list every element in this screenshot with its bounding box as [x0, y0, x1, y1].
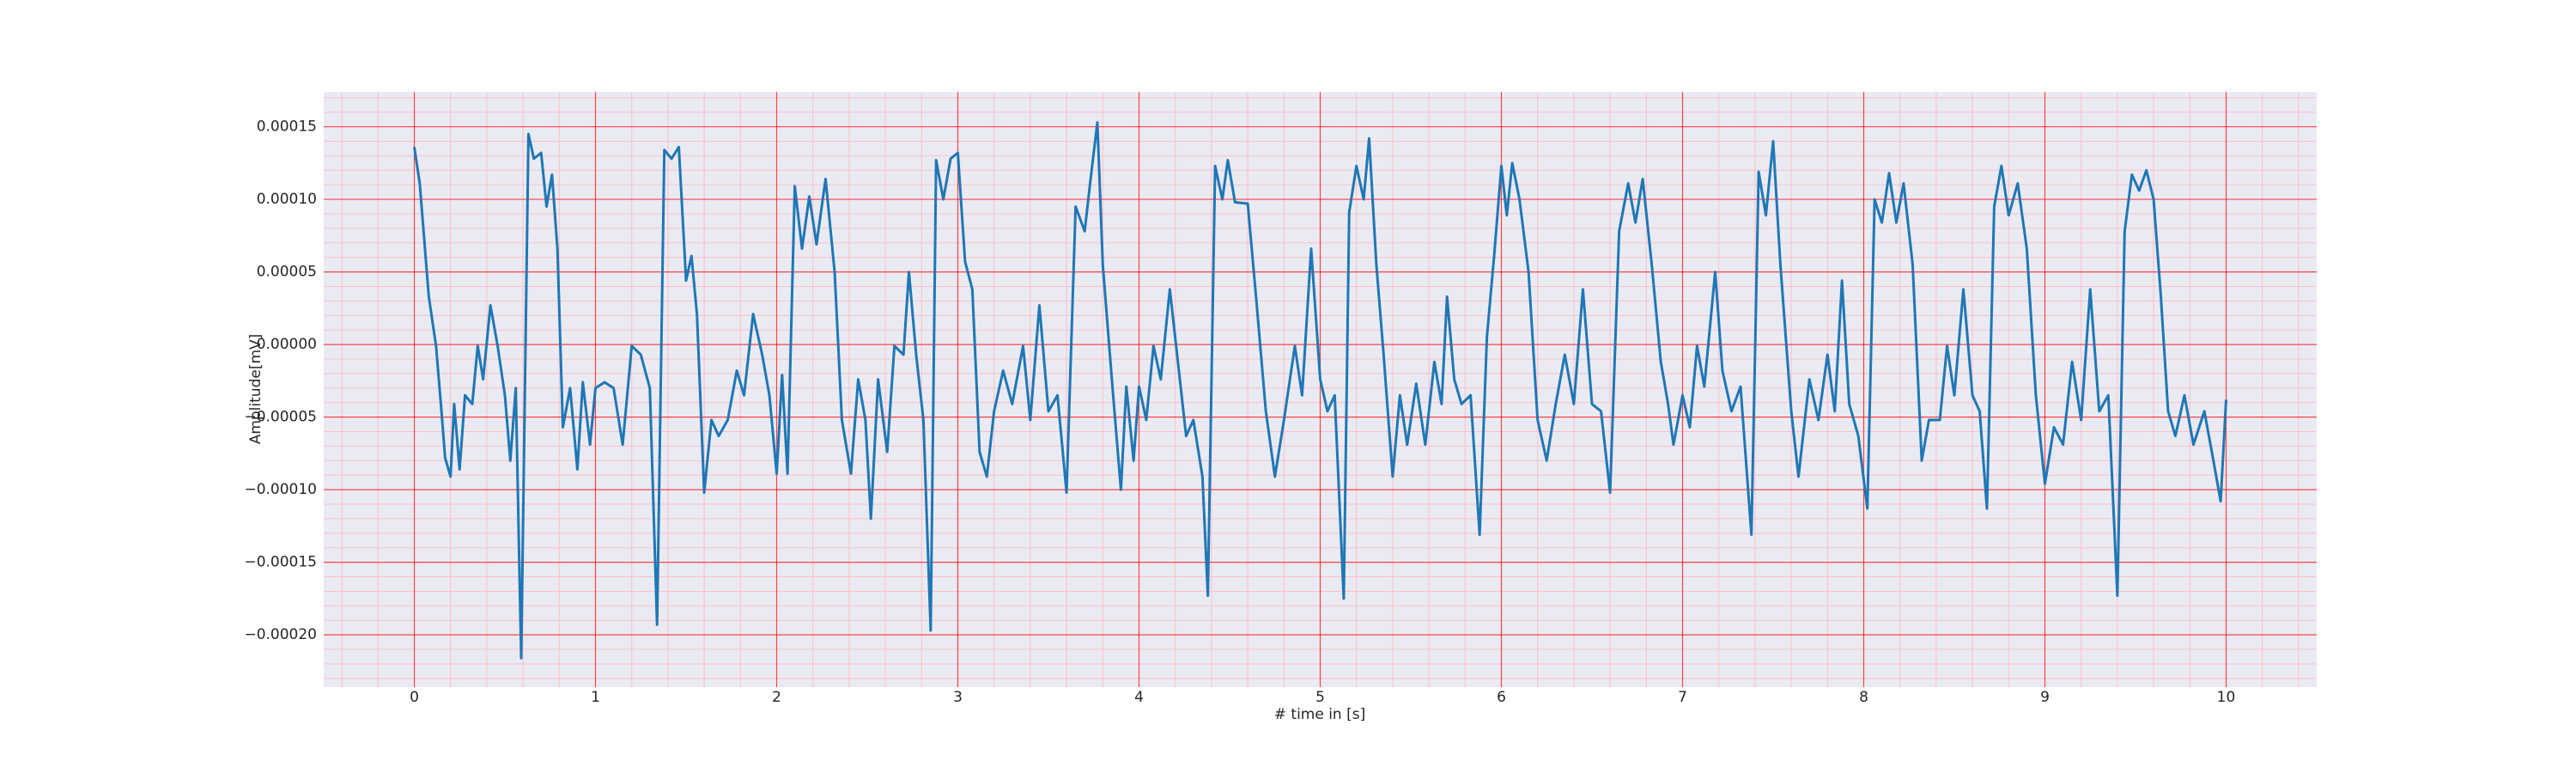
- x-tick-label: 7: [1678, 689, 1687, 706]
- y-axis-label: Amplitude[mV]: [247, 334, 264, 445]
- major-grid: [324, 92, 2317, 687]
- x-axis-label: # time in [s]: [1274, 706, 1365, 723]
- y-tick-label: −0.00015: [244, 554, 317, 571]
- data-lines: [413, 121, 2227, 660]
- y-tick-label: 0.00000: [257, 336, 317, 353]
- x-tick-label: 2: [772, 689, 781, 706]
- x-tick-label: 9: [2040, 689, 2050, 706]
- y-tick-label: −0.00010: [244, 481, 317, 498]
- y-tick-label: −0.00020: [244, 626, 317, 643]
- x-tick-label: 3: [953, 689, 963, 706]
- x-tick-label: 6: [1497, 689, 1506, 706]
- x-tick-label: 0: [410, 689, 419, 706]
- y-tick-label: −0.00005: [244, 409, 317, 426]
- x-tick-label: 5: [1315, 689, 1325, 706]
- x-tick-label: 1: [591, 689, 600, 706]
- x-tick-label: 4: [1134, 689, 1144, 706]
- y-tick-label: 0.00015: [257, 119, 317, 136]
- x-tick-label: 8: [1859, 689, 1868, 706]
- y-tick-label: 0.00005: [257, 264, 317, 281]
- y-tick-label: 0.00010: [257, 191, 317, 208]
- x-tick-label: 10: [2217, 689, 2236, 706]
- signal-line: [413, 121, 2227, 660]
- tick-labels: 0 1 2 3 4 5 6 7 8 9 10 −0.00020 −0.00015 −0.00010 −0.0…: [244, 119, 2235, 706]
